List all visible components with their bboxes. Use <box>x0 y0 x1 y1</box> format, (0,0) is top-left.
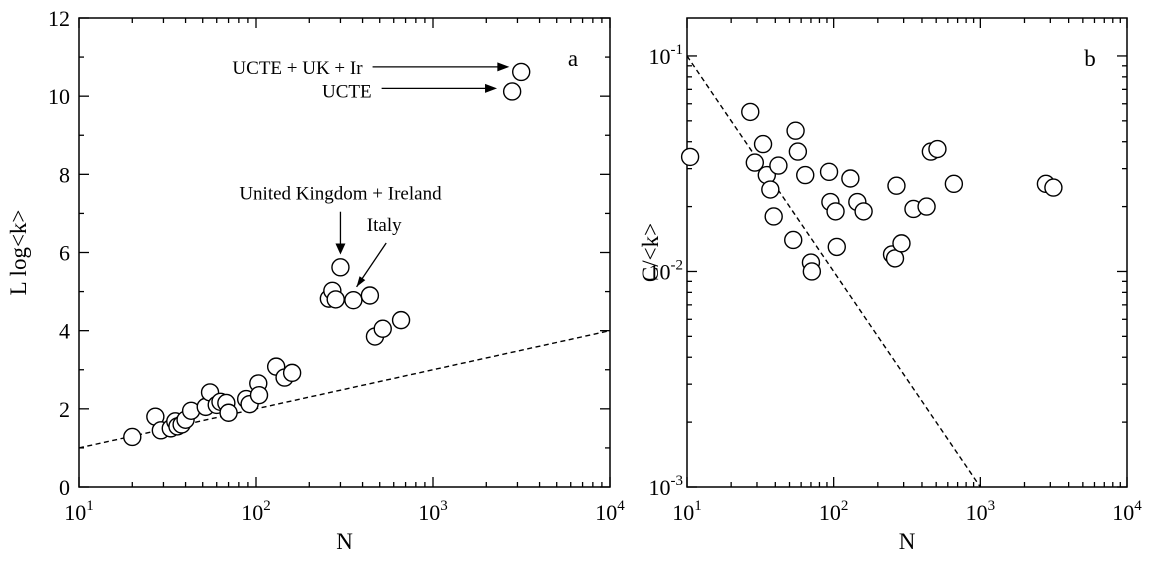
data-point <box>928 139 947 159</box>
data-point <box>769 156 788 175</box>
data-point <box>826 202 845 221</box>
y-tick-label: 10-2 <box>649 257 684 284</box>
annotation-label: UCTE <box>322 81 372 102</box>
y-tick-label: 8 <box>59 162 70 187</box>
data-point <box>944 174 964 194</box>
y-tick-label: 2 <box>59 397 70 422</box>
data-point <box>282 363 302 383</box>
y-tick-label: 12 <box>48 6 70 31</box>
y-tick-label: 6 <box>59 241 70 266</box>
panel-letter: a <box>568 46 578 71</box>
x-tick-label: 101 <box>672 498 702 525</box>
annotation-arrowhead <box>497 62 510 72</box>
annotation-arrowhead <box>335 243 346 255</box>
data-point <box>1044 178 1063 197</box>
data-point <box>887 176 906 195</box>
y-axis-label: L log<k> <box>6 210 31 296</box>
data-point <box>326 290 345 309</box>
data-point <box>796 165 815 185</box>
x-axis-label: N <box>336 529 353 554</box>
data-point <box>788 142 808 161</box>
data-point <box>764 207 783 226</box>
panel-a: 101 102 103 104 0 2 4 6 8 10 12 N L log<k> a UCTE + UK… <box>6 6 625 554</box>
data-point <box>892 234 911 253</box>
annotation-arrowhead <box>485 83 498 93</box>
data-point <box>753 134 773 154</box>
data-point <box>249 385 269 405</box>
data-point <box>784 230 803 250</box>
annotation-label: United Kingdom + Ireland <box>239 184 442 205</box>
data-point <box>219 403 238 422</box>
y-tick-label: 10 <box>48 84 70 109</box>
x-axis-label: N <box>899 529 916 554</box>
data-point <box>391 310 411 330</box>
y-tick-label: 0 <box>59 475 70 500</box>
data-point <box>123 427 142 447</box>
data-point <box>680 147 700 167</box>
x-tick-label: 104 <box>595 498 625 525</box>
data-point <box>761 180 780 199</box>
data-point <box>786 121 805 140</box>
x-tick-label: 101 <box>64 498 94 525</box>
reference-line <box>78 329 611 449</box>
data-point <box>841 169 860 188</box>
data-point <box>917 197 936 216</box>
data-point <box>373 319 392 338</box>
data-point <box>827 237 846 257</box>
y-tick-label: 4 <box>59 319 70 344</box>
data-point <box>344 290 363 310</box>
data-point <box>331 258 350 277</box>
panel-b: 101 102 103 104 10-3 10-2 10-1 N C/<k> b <box>638 17 1142 554</box>
data-point <box>819 162 839 182</box>
annotation-label: UCTE + UK + Ir <box>232 58 363 79</box>
data-point <box>802 262 822 281</box>
plot-frame <box>686 17 1128 488</box>
y-tick-label: 10-1 <box>649 42 684 69</box>
data-point <box>745 153 765 172</box>
data-point <box>854 202 873 221</box>
x-tick-label: 103 <box>418 498 448 525</box>
data-point <box>512 62 531 82</box>
annotation-arrowhead <box>356 276 366 287</box>
data-point <box>360 286 380 305</box>
y-axis-label: C/<k> <box>638 223 663 282</box>
data-point <box>502 82 522 101</box>
x-tick-label: 104 <box>1112 498 1142 525</box>
reference-line <box>686 55 981 488</box>
x-tick-label: 102 <box>819 498 849 525</box>
x-tick-label: 103 <box>966 498 996 525</box>
data-point <box>741 102 760 122</box>
y-tick-label: 10-3 <box>649 473 684 500</box>
panel-letter: b <box>1084 46 1096 71</box>
x-tick-label: 102 <box>241 498 271 525</box>
annotation-label: Italy <box>367 215 402 236</box>
